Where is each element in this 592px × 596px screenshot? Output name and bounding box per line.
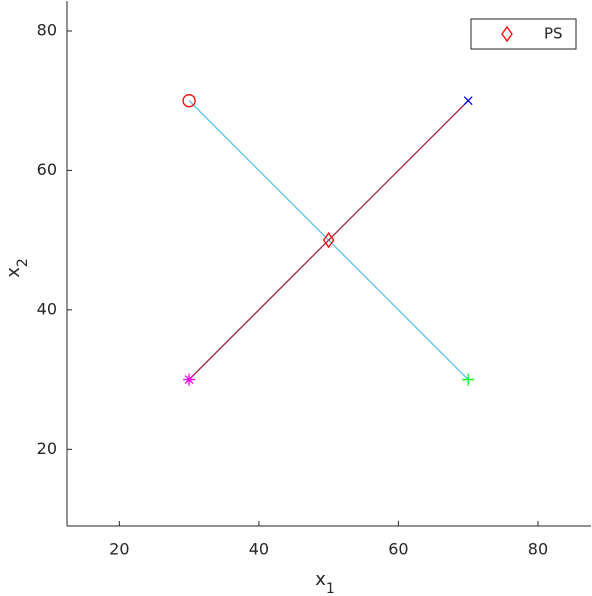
x-tick-label: 20 [109, 540, 129, 559]
marker [183, 373, 196, 386]
y-axis-label: x2 [3, 258, 31, 278]
x-label-sub: 1 [326, 581, 335, 596]
marker [462, 373, 475, 386]
legend-label: PS [544, 25, 563, 43]
legend-box [470, 18, 577, 50]
legend-marker [501, 25, 513, 43]
x-tick-label: 80 [528, 540, 548, 559]
y-tick-label: 40 [37, 299, 57, 318]
x-tick-label: 60 [388, 540, 408, 559]
y-tick-label: 60 [37, 160, 57, 179]
y-label-sub: 2 [15, 258, 31, 267]
y-label-main: x [3, 267, 24, 278]
marker [182, 94, 196, 108]
x-tick-label: 40 [249, 540, 269, 559]
line [188, 100, 469, 381]
x-label-main: x [315, 569, 326, 590]
y-tick-label: 20 [37, 439, 57, 458]
marker [463, 96, 473, 106]
marker [322, 232, 335, 249]
y-tick-label: 80 [37, 20, 57, 39]
x-axis-label: x1 [315, 569, 335, 596]
